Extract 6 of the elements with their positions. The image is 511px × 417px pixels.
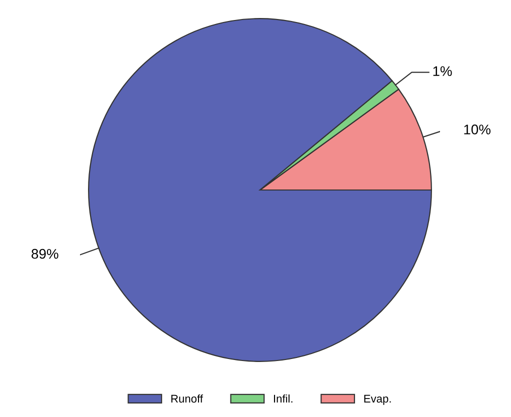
legend-label: Runoff [171, 394, 204, 403]
legend-label: Evap. [364, 394, 391, 405]
legend-label: Infil. [274, 394, 292, 403]
data-label: 10% [464, 124, 490, 134]
data-label: 89% [32, 248, 58, 259]
data-label: 1% [433, 66, 452, 76]
